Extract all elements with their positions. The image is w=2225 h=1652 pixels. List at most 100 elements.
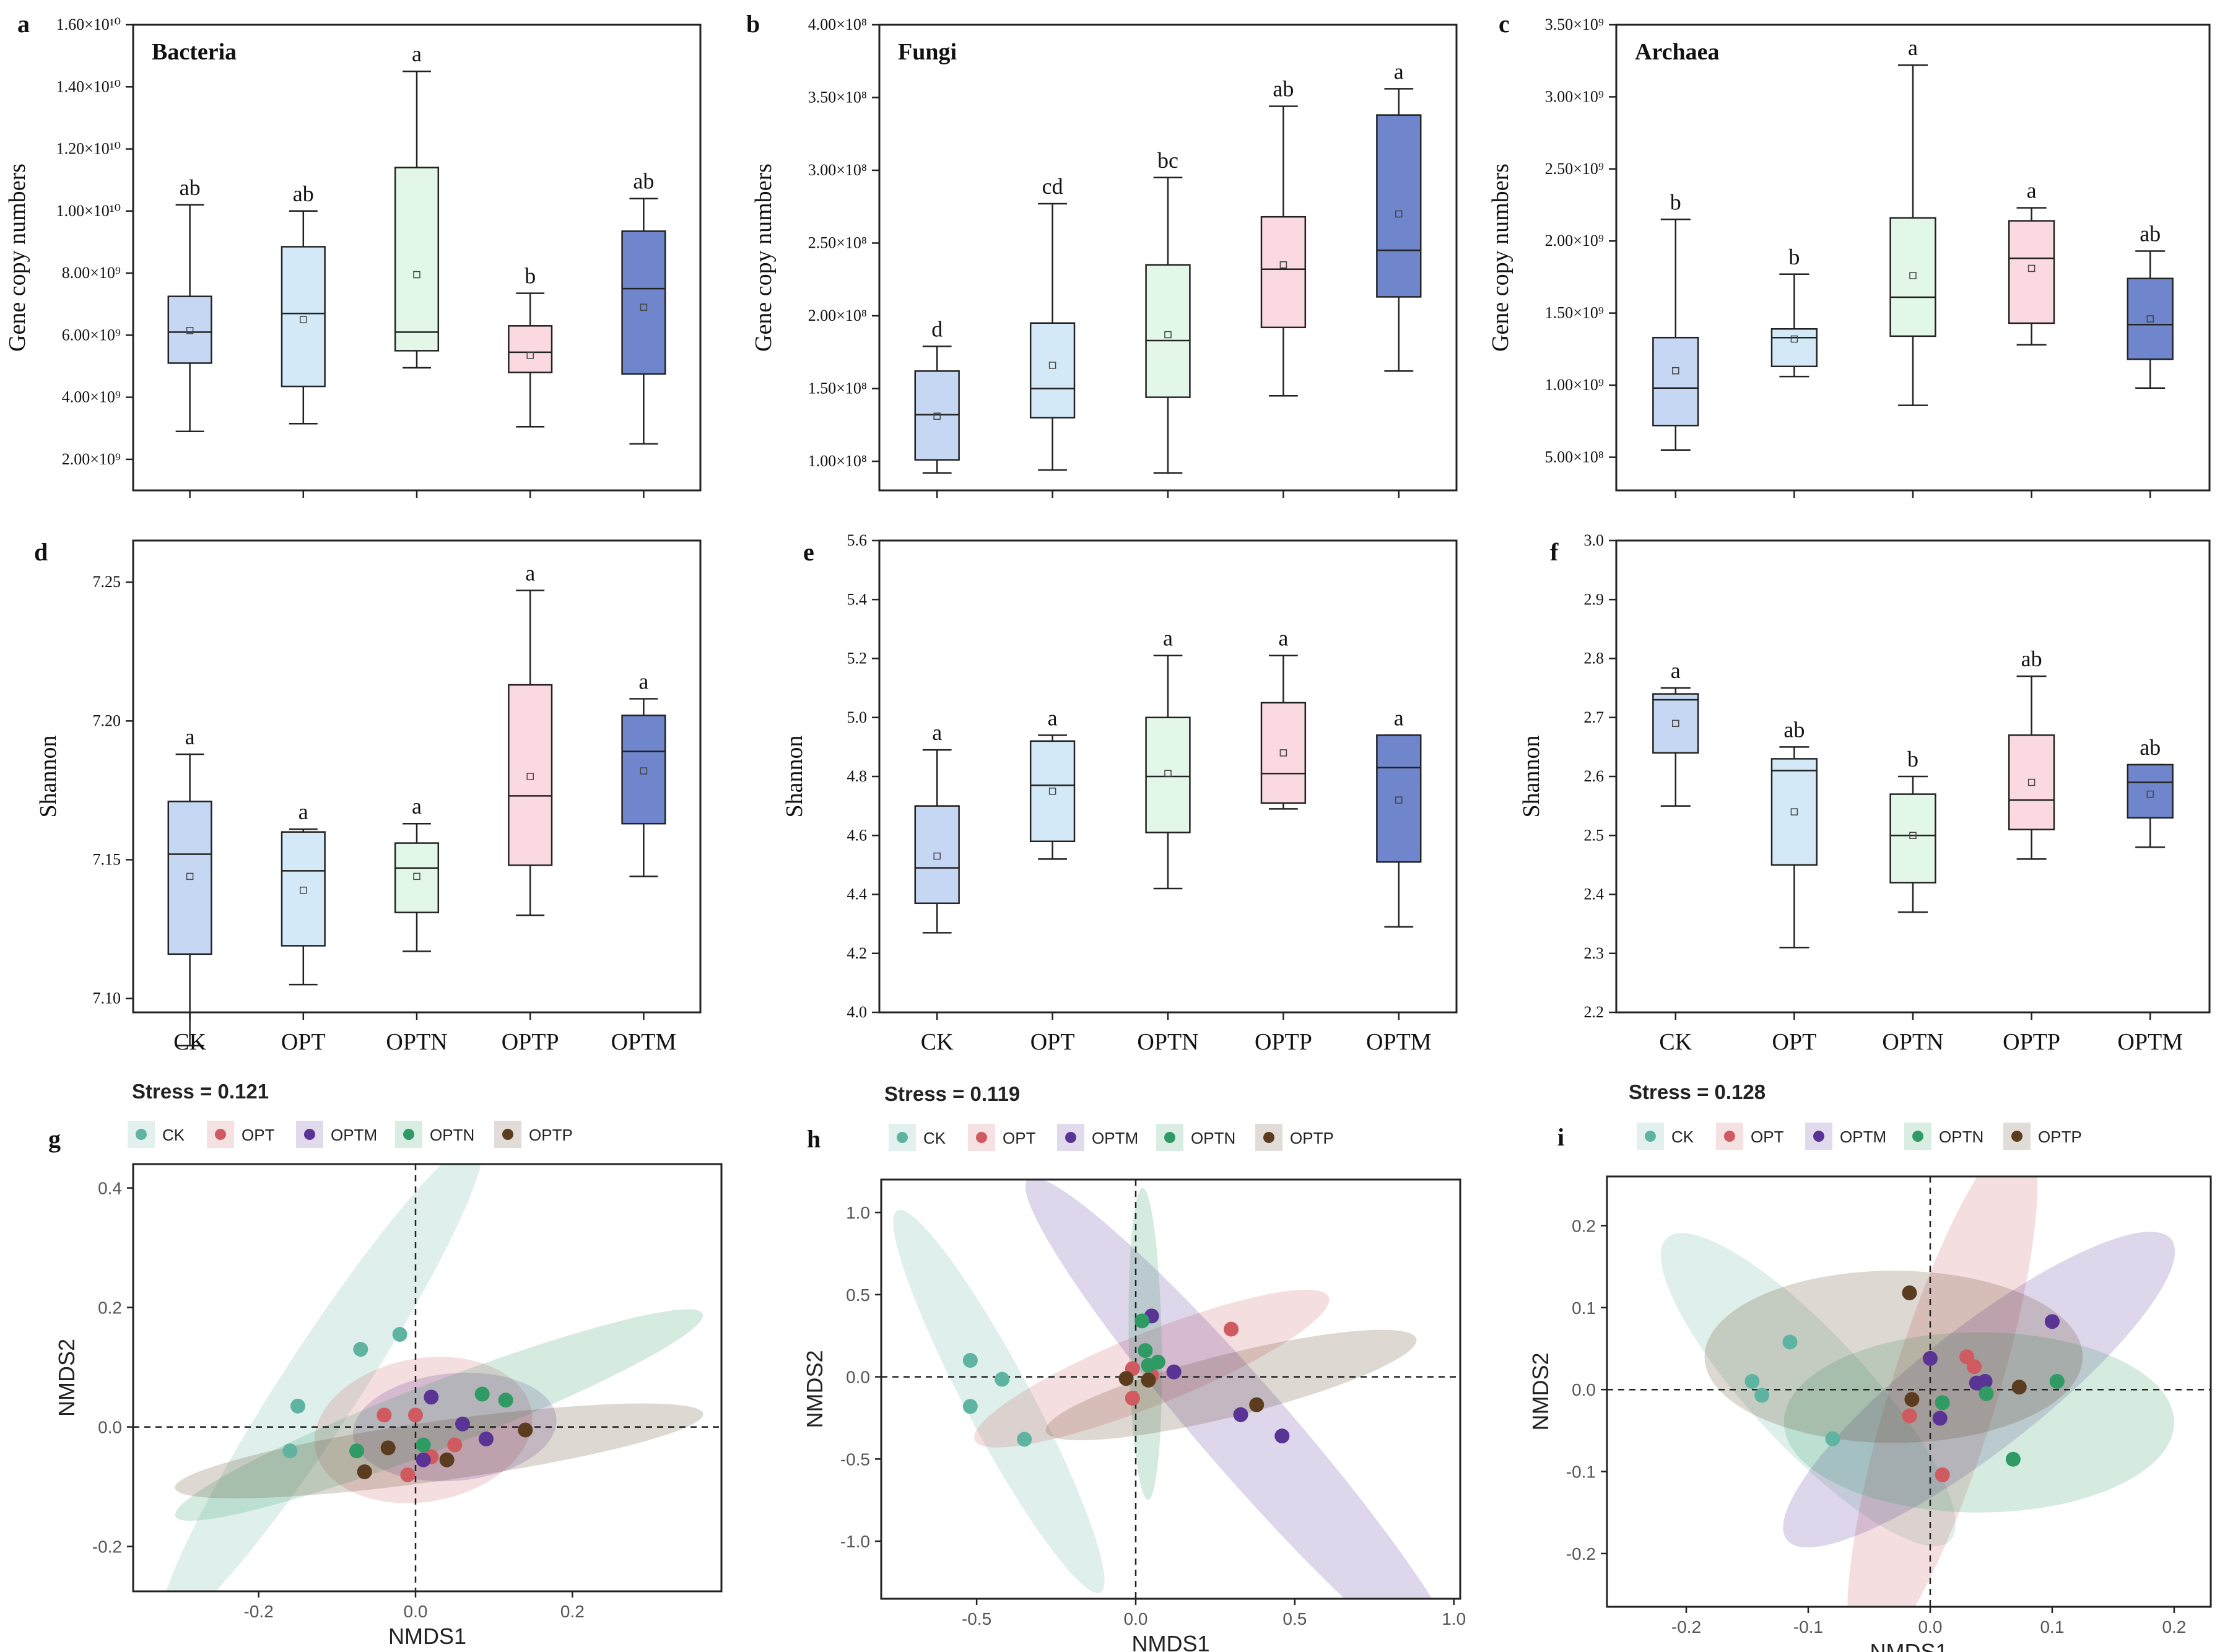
x-tick-label: 0.5 bbox=[1282, 1609, 1307, 1628]
y-tick-label: 4.2 bbox=[847, 944, 868, 962]
point-OPTP bbox=[439, 1452, 455, 1467]
significance-letter: cd bbox=[1042, 174, 1063, 199]
ellipse-OPTN bbox=[175, 1309, 703, 1521]
legend-label-OPTP: OPTP bbox=[529, 1126, 573, 1144]
y-axis-label: Gene copy numbers bbox=[751, 163, 777, 352]
legend-marker-OPTM bbox=[304, 1129, 315, 1140]
box-OPTN: bc bbox=[1145, 148, 1191, 498]
mean-marker bbox=[413, 872, 420, 880]
box-iqr bbox=[1145, 264, 1191, 398]
y-tick-label: 2.50×10⁹ bbox=[1545, 160, 1604, 178]
y-tick-label: 2.00×10⁸ bbox=[808, 306, 867, 324]
x-tick-label: 1.0 bbox=[1442, 1609, 1466, 1628]
significance-letter: ab bbox=[633, 169, 654, 194]
mean-marker bbox=[933, 412, 941, 420]
legend-label-OPTN: OPTN bbox=[1191, 1129, 1235, 1147]
mean-marker bbox=[1672, 367, 1679, 375]
panel-f: f 2.2 2.3 2.4 2.5 2.6 2.7 2.8 2.9 3.0 Shannon a CK ab… bbox=[1518, 531, 2211, 1055]
point-OPTM bbox=[1233, 1407, 1248, 1422]
x-tick-label: OPT bbox=[1030, 1029, 1075, 1055]
mean-marker bbox=[186, 327, 194, 334]
significance-letter: ab bbox=[2021, 646, 2042, 671]
x-tick-label: 0.0 bbox=[1918, 1617, 1943, 1637]
x-tick-label: OPTN bbox=[386, 1029, 447, 1055]
box-OPTN: a OPTN bbox=[1137, 626, 1198, 1055]
legend-marker-CK bbox=[136, 1129, 147, 1140]
point-CK bbox=[353, 1342, 368, 1357]
panel-letter: b bbox=[746, 10, 760, 38]
point-OPTM bbox=[1166, 1364, 1182, 1380]
box-OPTM: a OPTM bbox=[611, 669, 677, 1055]
point-CK bbox=[1744, 1373, 1760, 1389]
plot-frame bbox=[1606, 1175, 2212, 1608]
legend-label-OPT: OPT bbox=[242, 1126, 275, 1144]
panel-letter: h bbox=[807, 1125, 821, 1153]
point-OPTP bbox=[380, 1440, 396, 1456]
x-tick-label: 0.0 bbox=[1124, 1609, 1148, 1628]
stress-label: Stress = 0.119 bbox=[884, 1082, 1020, 1105]
significance-letter: bc bbox=[1157, 148, 1178, 173]
point-CK bbox=[962, 1399, 978, 1414]
panel-title: Archaea bbox=[1635, 39, 1720, 65]
y-tick-label: 2.3 bbox=[1584, 944, 1605, 962]
legend-marker-OPTP bbox=[1263, 1132, 1274, 1143]
significance-letter: ab bbox=[2140, 222, 2161, 246]
box-iqr bbox=[167, 801, 212, 955]
significance-letter: a bbox=[1278, 626, 1288, 651]
box-iqr bbox=[1376, 114, 1422, 298]
legend-marker-OPTM bbox=[1813, 1131, 1824, 1142]
ellipse-OPTP bbox=[1704, 1271, 2083, 1443]
significance-letter: a bbox=[1394, 59, 1404, 84]
significance-letter: ab bbox=[180, 175, 201, 200]
box-OPTN: a OPTN bbox=[386, 794, 447, 1055]
point-OPTP bbox=[357, 1464, 372, 1479]
stress-label: Stress = 0.128 bbox=[1629, 1080, 1766, 1103]
mean-marker bbox=[1395, 210, 1403, 218]
panel-letter: e bbox=[803, 538, 814, 566]
y-tick-label: 4.6 bbox=[847, 826, 868, 844]
x-tick-label: OPTM bbox=[2117, 1029, 2183, 1055]
box-OPTM: ab bbox=[621, 169, 666, 498]
points bbox=[282, 1327, 533, 1482]
box-OPTP: ab bbox=[1260, 77, 1307, 498]
legend-label-OPTM: OPTM bbox=[331, 1126, 377, 1144]
legend-marker-OPTP bbox=[502, 1129, 513, 1140]
point-CK bbox=[962, 1353, 978, 1368]
significance-letter: b bbox=[525, 264, 536, 289]
point-OPTM bbox=[2044, 1314, 2060, 1329]
box-iqr bbox=[1889, 217, 1936, 337]
y-tick-label: 7.25 bbox=[93, 573, 121, 591]
mean-marker bbox=[300, 887, 307, 894]
box-OPTN: a bbox=[394, 41, 440, 498]
legend-label-OPT: OPT bbox=[1003, 1129, 1036, 1147]
y-tick-label: 1.00×10⁹ bbox=[1545, 376, 1604, 394]
y-tick-label: 3.00×10⁸ bbox=[808, 161, 867, 179]
box-OPTP: a OPTP bbox=[1255, 626, 1312, 1055]
point-OPT bbox=[1902, 1408, 1917, 1424]
mean-marker bbox=[1672, 719, 1679, 728]
point-OPTM bbox=[424, 1389, 439, 1405]
box-iqr bbox=[1029, 740, 1076, 843]
legend-label-OPT: OPT bbox=[1751, 1128, 1784, 1146]
mean-marker bbox=[1790, 335, 1798, 343]
y-axis-label: Shannon bbox=[782, 736, 808, 818]
panel-letter: c bbox=[1499, 10, 1510, 38]
panel-title: Bacteria bbox=[152, 39, 237, 65]
ellipse-CK bbox=[893, 1209, 1105, 1593]
x-tick-label: OPT bbox=[1772, 1029, 1817, 1055]
y-tick-label: 1.00×10⁸ bbox=[808, 452, 867, 470]
y-tick-label: 2.00×10⁹ bbox=[62, 450, 121, 468]
x-axis-label: NMDS1 bbox=[1131, 1631, 1209, 1652]
box-OPT: cd bbox=[1029, 174, 1076, 498]
y-tick-label: 8.00×10⁹ bbox=[62, 264, 121, 282]
point-OPTN bbox=[1141, 1358, 1156, 1373]
plot-frame bbox=[132, 1163, 723, 1593]
point-OPTN bbox=[1979, 1386, 1994, 1401]
panel-h: h Stress = 0.119 CK OPT OPTM OPTN OPTP -0.5 0.0 0… bbox=[802, 1082, 1466, 1652]
y-tick-label: 1.40×10¹⁰ bbox=[56, 77, 121, 95]
box-iqr bbox=[2008, 220, 2055, 324]
legend-label-CK: CK bbox=[162, 1126, 185, 1144]
point-OPTN bbox=[416, 1437, 431, 1453]
point-OPTM bbox=[1274, 1428, 1290, 1444]
